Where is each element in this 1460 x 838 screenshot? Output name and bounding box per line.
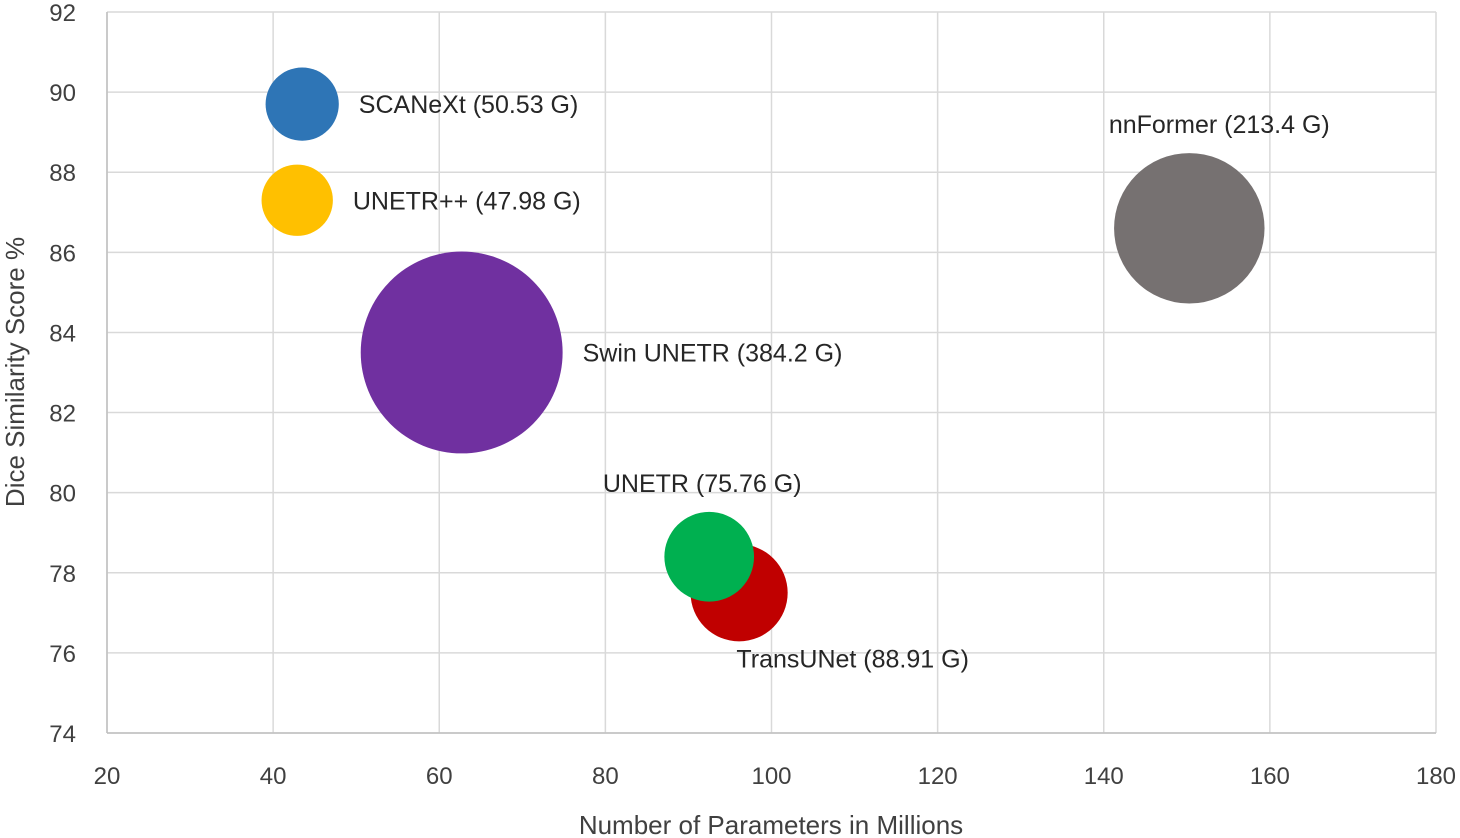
y-tick-label: 90 xyxy=(49,80,76,107)
bubble-label-transunet: TransUNet (88.91 G) xyxy=(736,645,968,673)
x-tick-label: 100 xyxy=(751,763,791,790)
x-axis-title: Number of Parameters in Millions xyxy=(579,810,963,838)
y-tick-label: 82 xyxy=(49,401,76,428)
bubble-unetr xyxy=(664,511,755,602)
bubble-label-unetr: UNETR (75.76 G) xyxy=(603,470,802,498)
bubbles xyxy=(261,67,1265,642)
bubble-labels: TransUNet (88.91 G) UNETR (75.76 G) Swin U… xyxy=(353,91,1330,673)
y-tick-label: 92 xyxy=(49,0,76,27)
bubble-label-scanext: SCANeXt (50.53 G) xyxy=(359,91,579,119)
x-tick-label: 160 xyxy=(1250,763,1290,790)
y-axis-title: Dice Similarity Score % xyxy=(0,237,30,507)
y-tick-label: 84 xyxy=(49,320,76,347)
gridlines xyxy=(106,11,1437,734)
x-tick-label: 20 xyxy=(94,763,121,790)
y-tick-label: 88 xyxy=(49,160,76,187)
axes: 20 40 60 80 100 120 140 160 180 74 76 78 80 82 84 86 88 9… xyxy=(49,0,1456,790)
bubble-label-unetr: UNETR++ (47.98 G) xyxy=(353,187,581,215)
bubble-unetr xyxy=(261,164,333,236)
x-tick-label: 60 xyxy=(426,763,453,790)
y-tick-label: 80 xyxy=(49,481,76,508)
x-tick-label: 40 xyxy=(260,763,287,790)
y-tick-label: 78 xyxy=(49,561,76,588)
x-tick-label: 80 xyxy=(592,763,619,790)
bubble-label-swin-unetr: Swin UNETR (384.2 G) xyxy=(583,339,843,367)
x-tick-label: 180 xyxy=(1416,763,1456,790)
bubble-swin-unetr xyxy=(360,251,563,454)
y-tick-label: 86 xyxy=(49,240,76,267)
x-tick-label: 140 xyxy=(1084,763,1124,790)
bubble-label-nnformer: nnFormer (213.4 G) xyxy=(1109,111,1330,139)
bubble-scanext xyxy=(265,67,339,141)
y-tick-label: 74 xyxy=(49,721,76,748)
y-tick-label: 76 xyxy=(49,641,76,668)
x-tick-label: 120 xyxy=(918,763,958,790)
bubble-nnformer xyxy=(1114,153,1265,304)
